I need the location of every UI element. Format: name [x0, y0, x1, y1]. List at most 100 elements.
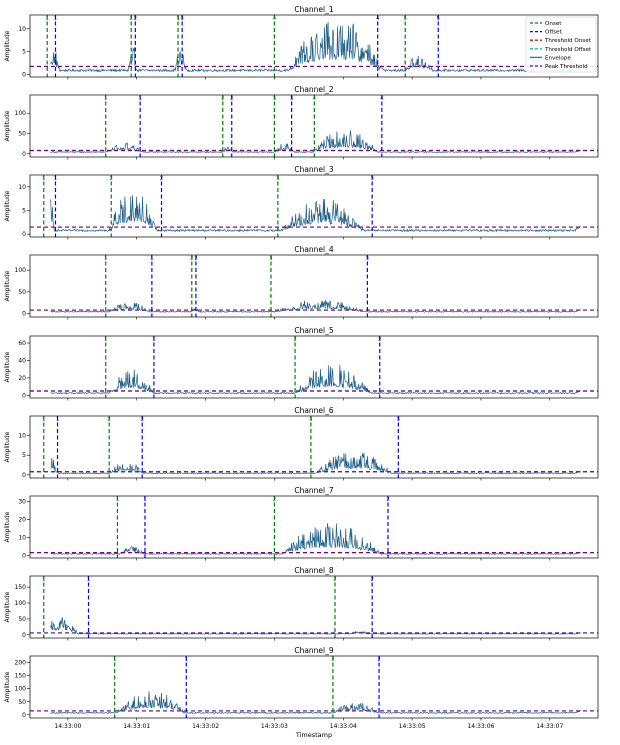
offset-label: 3: [181, 16, 184, 22]
panel-title: Channel_2: [294, 85, 334, 94]
legend-entry: Onset: [545, 21, 562, 27]
axes-frame: [29, 415, 599, 479]
envelope-line: [50, 523, 581, 555]
offset-label: 3: [366, 256, 369, 262]
panel-title: Channel_9: [294, 646, 334, 655]
y-tick-label: 0: [22, 632, 26, 639]
y-tick-label: 5: [22, 49, 26, 56]
axes-frame: [29, 254, 599, 318]
y-tick-label: 100: [15, 267, 27, 274]
offset-label: 1: [152, 337, 155, 343]
onset-label: 1: [46, 16, 49, 22]
x-tick-label: 14:33:03: [261, 723, 288, 730]
y-tick-label: 100: [15, 686, 27, 693]
y-axis-label: Amplitude: [4, 190, 11, 221]
y-tick-label: 50: [18, 699, 26, 706]
panel-title: Channel_8: [294, 566, 334, 575]
offset-label: 2: [377, 657, 380, 663]
y-tick-label: 0: [22, 552, 26, 559]
channel-panel-3: Channel_3 Amplitude 0 5 10 1 2 3 1 2 3: [4, 165, 599, 240]
channel-panel-8: Channel_8 Amplitude 0 50 100 150 1 2 1 2: [4, 566, 599, 641]
legend-entry: Offset: [545, 30, 563, 36]
y-tick-label: 50: [18, 289, 26, 296]
panel-title: Channel_7: [294, 486, 334, 495]
envelope-line: [50, 452, 582, 475]
onset-label: 4: [273, 16, 276, 22]
panel-title: Channel_6: [294, 406, 334, 415]
x-tick-label: 14:33:01: [123, 723, 150, 730]
channel-panel-2: Channel_2 Amplitude 0 50 100 1 2 3 4 1 2 3 4: [4, 85, 599, 160]
y-axis-label: Amplitude: [4, 671, 11, 702]
y-tick-label: 0: [22, 151, 26, 158]
y-tick-label: 5: [22, 207, 26, 214]
y-tick-label: 10: [18, 26, 26, 33]
y-tick-label: 0: [22, 231, 26, 238]
onset-label: 1: [113, 657, 116, 663]
offset-label: 3: [371, 176, 374, 182]
onset-label: 3: [309, 417, 312, 423]
channel-panel-4: Channel_4 Amplitude 0 50 100 1 2 3 1 2 3: [4, 245, 599, 320]
offset-label: 1: [150, 256, 153, 262]
y-tick-label: 30: [18, 498, 26, 505]
onset-label: 2: [130, 16, 133, 22]
onset-label: 1: [104, 96, 107, 102]
offset-label: 1: [143, 497, 146, 503]
onset-label: 3: [269, 256, 272, 262]
offset-label: 1: [54, 176, 57, 182]
onset-label: 2: [293, 337, 296, 343]
onset-label: 3: [273, 96, 276, 102]
onset-label: 1: [104, 337, 107, 343]
y-axis-label: Amplitude: [4, 30, 11, 61]
onset-label: 4: [313, 96, 316, 102]
envelope-line: [50, 195, 581, 233]
channel-panel-5: Channel_5 Amplitude 0 20 40 60 1 2 1 2: [4, 326, 599, 401]
offset-label: 5: [437, 16, 440, 22]
offset-label: 2: [194, 256, 197, 262]
y-axis-label: Amplitude: [4, 511, 11, 542]
y-tick-label: 0: [22, 311, 26, 318]
offset-label: 1: [54, 16, 57, 22]
onset-label: 2: [110, 176, 113, 182]
offset-label: 2: [134, 16, 137, 22]
legend: Onset Offset Threshold Onset Threshold Offs…: [525, 16, 597, 73]
y-tick-label: 150: [15, 584, 27, 591]
onset-label: 1: [116, 497, 119, 503]
onset-label: 5: [404, 16, 407, 22]
onset-label: 2: [221, 96, 224, 102]
envelope-line: [50, 130, 581, 154]
axes-frame: [29, 14, 599, 78]
y-tick-label: 150: [15, 673, 27, 680]
x-tick-label: 14:33:04: [330, 723, 357, 730]
y-tick-label: 50: [18, 130, 26, 137]
offset-label: 1: [139, 96, 142, 102]
y-tick-label: 10: [18, 534, 26, 541]
offset-label: 4: [380, 96, 383, 102]
envelope-line: [50, 299, 581, 313]
offset-label: 1: [185, 657, 188, 663]
y-tick-label: 0: [22, 712, 26, 719]
panel-title: Channel_4: [294, 245, 334, 254]
x-tick-label: 14:33:05: [399, 723, 426, 730]
legend-entry: Envelope: [545, 55, 571, 61]
x-tick-label: 14:33:02: [192, 723, 219, 730]
y-tick-label: 100: [15, 110, 27, 117]
onset-label: 1: [42, 176, 45, 182]
offset-label: 2: [141, 417, 144, 423]
offset-label: 2: [230, 96, 233, 102]
y-tick-label: 60: [18, 340, 26, 347]
y-tick-label: 20: [18, 516, 26, 523]
y-axis-label: Amplitude: [4, 351, 11, 382]
axes-frame: [29, 94, 599, 158]
envelope-line: [50, 364, 581, 395]
channel-panel-7: Channel_7 Amplitude 0 10 20 30 1 2 1 2: [4, 486, 599, 561]
y-tick-label: 50: [18, 616, 26, 623]
y-axis-label: Amplitude: [4, 431, 11, 462]
y-tick-label: 100: [15, 600, 27, 607]
y-tick-label: 0: [22, 472, 26, 479]
axes-frame: [29, 575, 599, 639]
panel-title: Channel_3: [294, 165, 334, 174]
onset-label: 2: [190, 256, 193, 262]
y-tick-label: 0: [22, 392, 26, 399]
y-tick-label: 10: [18, 433, 26, 440]
